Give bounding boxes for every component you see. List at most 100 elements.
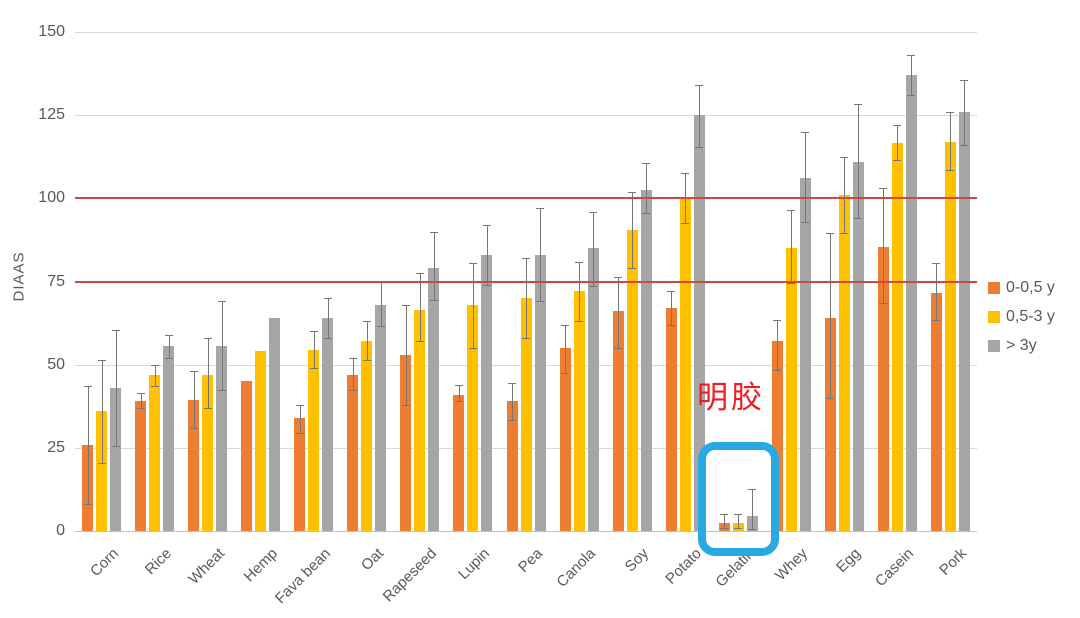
bar-rapeseed — [428, 268, 440, 531]
error-bar-cap — [217, 301, 226, 303]
y-tick-125: 125 — [38, 106, 65, 124]
bar-hemp — [241, 381, 253, 531]
error-bar-cap — [454, 384, 463, 386]
error-bar — [777, 319, 779, 370]
error-bar-cap — [203, 338, 212, 340]
error-bar-cap — [681, 173, 690, 175]
bar-wheat — [216, 346, 228, 531]
error-bar-cap — [720, 514, 729, 516]
error-bar-cap — [946, 111, 955, 113]
bar-rapeseed — [400, 354, 412, 531]
error-bar — [168, 334, 170, 358]
error-bar-cap — [295, 404, 304, 406]
error-bar-cap — [854, 218, 863, 220]
bar-rice — [163, 346, 175, 531]
error-bar — [101, 359, 103, 463]
error-bar — [405, 304, 407, 405]
error-bar-cap — [681, 223, 690, 225]
bar-oat — [361, 341, 373, 531]
error-bar — [791, 209, 793, 284]
error-bar — [646, 163, 648, 214]
error-bar-cap — [323, 338, 332, 340]
error-bar — [936, 263, 938, 320]
error-bar-cap — [415, 273, 424, 275]
error-bar-cap — [454, 401, 463, 403]
error-bar-cap — [907, 95, 916, 97]
error-bar — [327, 298, 329, 339]
error-bar-cap — [522, 338, 530, 340]
error-bar-cap — [695, 146, 704, 148]
gelatin-highlight-box — [698, 442, 779, 556]
error-bar-cap — [83, 504, 92, 506]
bar-fava-bean — [322, 318, 334, 531]
legend-swatch — [988, 310, 1000, 323]
error-bar-cap — [787, 283, 796, 285]
error-bar — [419, 273, 421, 342]
bar-whey — [771, 341, 783, 531]
bar-pork — [930, 293, 942, 531]
error-bar-cap — [522, 258, 530, 260]
error-bar — [830, 233, 832, 398]
legend-swatch — [988, 339, 1000, 352]
bar-hemp — [255, 351, 267, 531]
error-bar-cap — [203, 407, 212, 409]
bar-fava-bean — [308, 349, 320, 531]
legend-label: 0-0,5 y — [1006, 278, 1055, 296]
error-bar-cap — [111, 446, 120, 448]
error-bar-cap — [164, 358, 173, 359]
error-bar-cap — [401, 304, 410, 306]
error-bar-cap — [801, 131, 810, 133]
error-bar — [858, 103, 860, 219]
bar-rapeseed — [414, 309, 426, 531]
error-bar — [221, 301, 223, 390]
error-bar-cap — [561, 372, 570, 374]
error-bar-cap — [879, 303, 888, 305]
error-bar-cap — [189, 427, 198, 429]
error-bar-cap — [468, 263, 477, 265]
error-bar-cap — [614, 348, 623, 350]
y-tick-75: 75 — [47, 272, 65, 290]
bar-potato — [665, 308, 677, 531]
bar-hemp — [269, 318, 281, 531]
reference-line-75 — [75, 280, 977, 283]
y-tick-0: 0 — [56, 522, 65, 539]
error-bar-cap — [295, 432, 304, 434]
error-bar-cap — [642, 163, 651, 165]
error-bar-cap — [468, 348, 477, 350]
y-tick-25: 25 — [47, 438, 65, 456]
error-bar — [752, 489, 754, 530]
error-bar-cap — [840, 233, 849, 235]
error-bar-cap — [667, 324, 676, 326]
error-bar — [540, 208, 541, 302]
error-bar-cap — [748, 529, 757, 531]
error-bar-cap — [960, 145, 969, 147]
error-bar-cap — [826, 397, 835, 399]
error-bar-cap — [734, 514, 743, 516]
error-bar-cap — [667, 291, 676, 293]
error-bar-cap — [150, 364, 159, 366]
error-bar — [366, 321, 368, 360]
error-bar-cap — [748, 489, 757, 491]
error-bar — [486, 224, 488, 285]
bar-canola — [573, 291, 585, 531]
error-bar — [512, 382, 513, 420]
error-bar — [207, 338, 209, 408]
gridline-0 — [75, 531, 977, 532]
error-bar — [380, 281, 382, 327]
error-bar-cap — [97, 462, 106, 464]
bar-casein — [905, 75, 917, 531]
bar-pea — [506, 401, 518, 531]
bar-fava-bean — [294, 417, 306, 531]
error-bar-cap — [429, 299, 438, 301]
error-bar — [352, 358, 354, 390]
bar-pork — [958, 111, 970, 531]
bar-potato — [679, 198, 691, 531]
legend-label: 0,5-3 y — [1006, 307, 1055, 325]
error-bar — [699, 85, 701, 147]
error-bar-cap — [376, 326, 385, 328]
gelatin-annotation-text: 明胶 — [697, 380, 765, 415]
error-bar-cap — [801, 221, 810, 223]
legend-item: 0-0,5 y — [988, 279, 1055, 296]
error-bar-cap — [217, 389, 226, 391]
